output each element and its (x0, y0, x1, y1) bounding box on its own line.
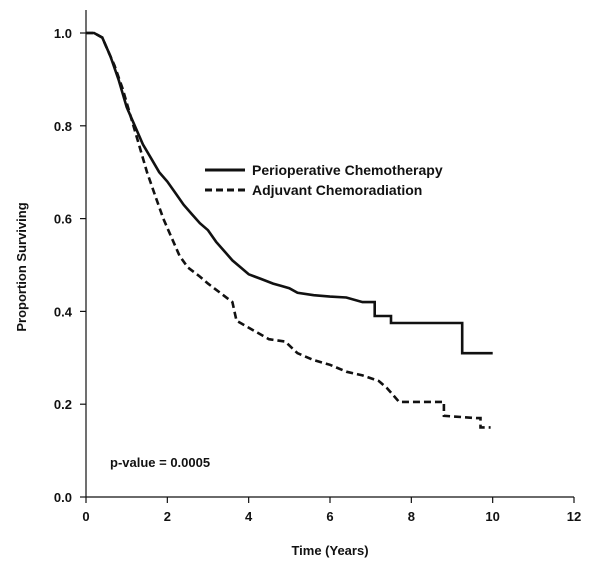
axes (85, 10, 574, 498)
legend-label-perioperative: Perioperative Chemotherapy (252, 162, 443, 178)
series-layer (86, 31, 493, 429)
x-axis-title: Time (Years) (291, 543, 368, 558)
series-line-adjuvant (86, 31, 491, 429)
x-tick-label: 12 (567, 509, 581, 524)
y-tick-label: 0.8 (54, 119, 72, 134)
y-axis-title: Proportion Surviving (14, 202, 29, 331)
series-line-perioperative (86, 31, 493, 355)
x-tick-label: 10 (485, 509, 499, 524)
x-tick-label: 0 (82, 509, 89, 524)
y-tick-label: 1.0 (54, 26, 72, 41)
legend: Perioperative Chemotherapy Adjuvant Chem… (205, 162, 443, 198)
y-tick-label: 0.4 (54, 304, 73, 319)
legend-label-adjuvant: Adjuvant Chemoradiation (252, 182, 422, 198)
y-tick-label: 0.2 (54, 397, 72, 412)
y-tick-label: 0.0 (54, 490, 72, 505)
ticks: 0 2 4 6 8 10 12 0.0 0.2 0.4 0.6 0.8 1.0 (54, 26, 581, 524)
x-tick-label: 6 (326, 509, 333, 524)
x-tick-label: 8 (408, 509, 415, 524)
p-value-annotation: p-value = 0.0005 (110, 455, 210, 470)
y-tick-label: 0.6 (54, 212, 72, 227)
x-tick-label: 4 (245, 509, 253, 524)
x-tick-label: 2 (164, 509, 171, 524)
